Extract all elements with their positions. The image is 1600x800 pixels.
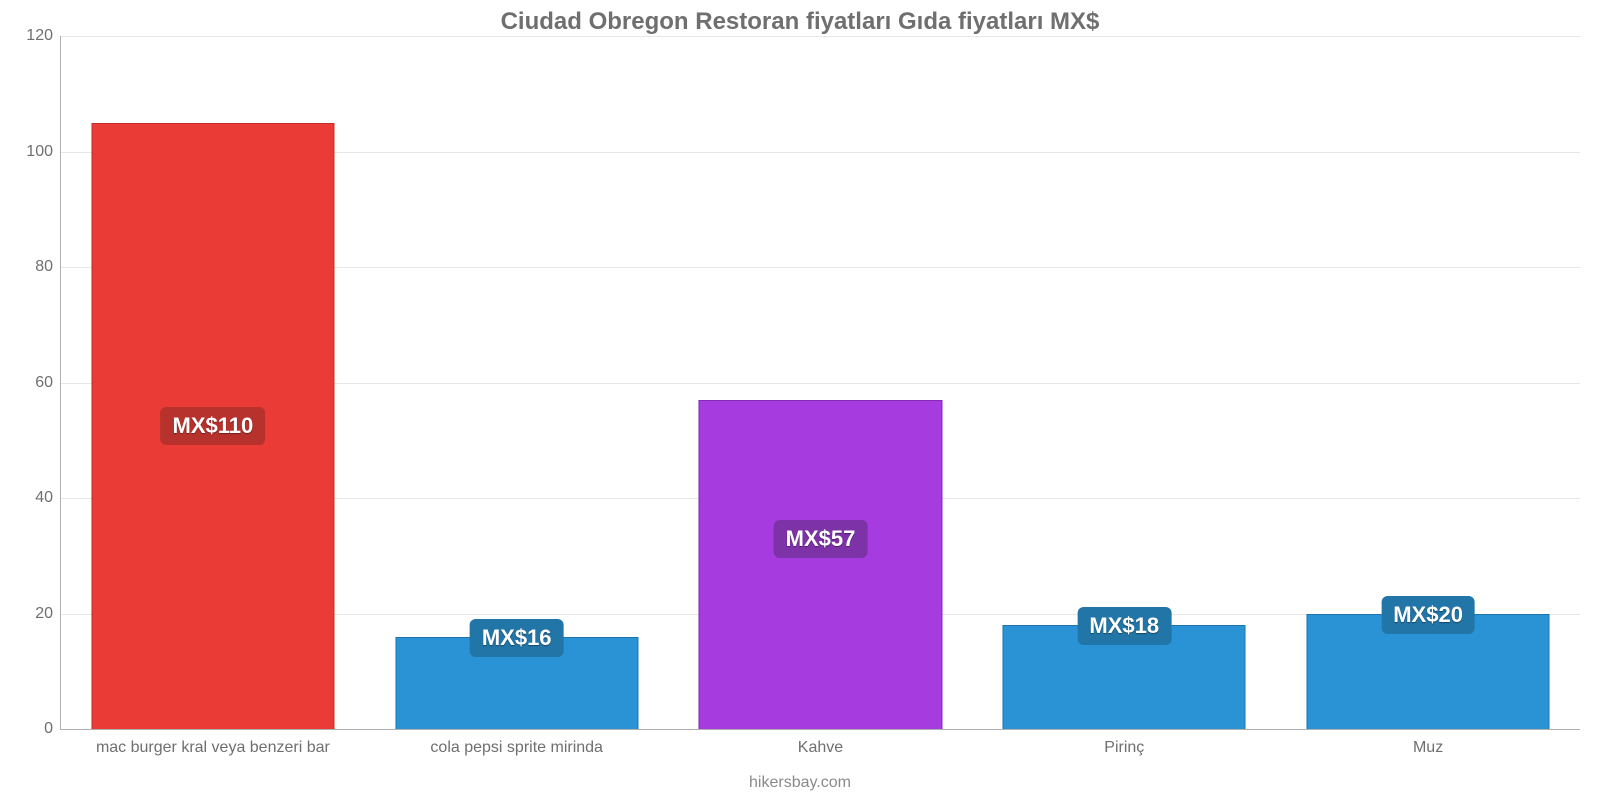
bar: MX$57 bbox=[699, 400, 942, 729]
bar-slot: MX$110mac burger kral veya benzeri bar bbox=[61, 36, 365, 729]
value-badge: MX$110 bbox=[161, 407, 266, 445]
bar-slot: MX$16cola pepsi sprite mirinda bbox=[365, 36, 669, 729]
chart-title: Ciudad Obregon Restoran fiyatları Gıda f… bbox=[0, 8, 1600, 36]
y-tick-label: 40 bbox=[35, 489, 61, 507]
bar: MX$18 bbox=[1003, 625, 1246, 729]
y-tick-label: 0 bbox=[44, 720, 61, 738]
bar: MX$16 bbox=[395, 637, 638, 729]
value-badge: MX$57 bbox=[774, 520, 868, 558]
y-tick-label: 80 bbox=[35, 258, 61, 276]
value-badge: MX$20 bbox=[1381, 596, 1475, 634]
x-tick-label: Muz bbox=[1413, 729, 1443, 757]
bar-slot: MX$57Kahve bbox=[669, 36, 973, 729]
y-tick-label: 100 bbox=[26, 143, 61, 161]
y-tick-label: 120 bbox=[26, 27, 61, 45]
bar-slot: MX$20Muz bbox=[1276, 36, 1580, 729]
x-tick-label: Kahve bbox=[798, 729, 843, 757]
bar: MX$20 bbox=[1307, 614, 1550, 730]
x-tick-label: cola pepsi sprite mirinda bbox=[430, 729, 603, 757]
value-badge: MX$18 bbox=[1077, 607, 1171, 645]
y-tick-label: 20 bbox=[35, 605, 61, 623]
x-tick-label: Pirinç bbox=[1104, 729, 1144, 757]
plot-area: 020406080100120MX$110mac burger kral vey… bbox=[60, 36, 1580, 730]
y-tick-label: 60 bbox=[35, 374, 61, 392]
price-bar-chart: Ciudad Obregon Restoran fiyatları Gıda f… bbox=[0, 0, 1600, 800]
x-tick-label: mac burger kral veya benzeri bar bbox=[96, 729, 330, 757]
bar: MX$110 bbox=[91, 123, 334, 729]
bar-slot: MX$18Pirinç bbox=[972, 36, 1276, 729]
value-badge: MX$16 bbox=[470, 619, 564, 657]
chart-footer: hikersbay.com bbox=[0, 774, 1600, 792]
